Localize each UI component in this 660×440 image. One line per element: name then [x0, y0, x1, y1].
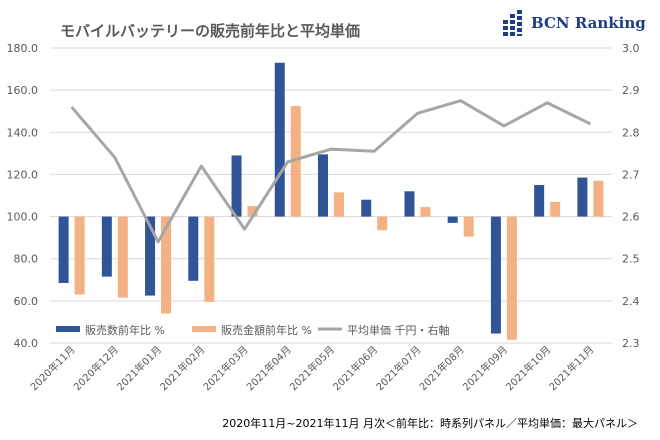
y-left-tick-label: 160.0: [7, 84, 39, 97]
footer-note: 2020年11月~2021年11月 月次＜前年比：時系列パネル／平均単価：最大パ…: [222, 417, 638, 430]
x-tick-label: 2021年06月: [330, 343, 380, 393]
bar-series1: [447, 216, 458, 223]
legend-label: 販売金額前年比 %: [221, 323, 312, 337]
bar-series1: [577, 177, 588, 217]
y-right-tick-label: 2.3: [622, 337, 640, 350]
bar-series1: [188, 216, 199, 281]
y-left-tick-label: 100.0: [7, 211, 39, 224]
x-tick-label: 2021年10月: [503, 343, 553, 393]
y-right-tick-label: 2.6: [622, 211, 640, 224]
bar-series2: [290, 105, 301, 217]
legend-label: 平均単価 千円・右軸: [347, 323, 450, 337]
y-right-tick-label: 2.7: [622, 168, 640, 181]
bar-series1: [231, 155, 242, 217]
x-tick-label: 2021年11月: [546, 343, 596, 393]
legend-label: 販売数前年比 %: [85, 323, 165, 337]
bar-series1: [145, 216, 156, 296]
y-right-tick-label: 2.5: [622, 253, 640, 266]
y-left-tick-label: 80.0: [14, 253, 39, 266]
y-right-tick-label: 2.4: [622, 295, 640, 308]
bar-series2: [117, 216, 128, 298]
bar-series1: [404, 191, 415, 217]
y-right-tick-label: 2.9: [622, 84, 640, 97]
legend-swatch: [192, 326, 216, 332]
bar-series2: [463, 216, 474, 237]
x-tick-label: 2021年05月: [287, 343, 337, 393]
y-left-tick-label: 180.0: [7, 42, 39, 55]
bar-series2: [161, 216, 172, 314]
bar-series1: [58, 216, 69, 283]
bar-series2: [247, 206, 258, 217]
bar-series1: [274, 62, 285, 217]
bar-series2: [377, 216, 388, 231]
bar-series1: [101, 216, 112, 277]
x-tick-label: 2021年04月: [244, 343, 294, 393]
x-tick-label: 2021年07月: [373, 343, 423, 393]
bar-series1: [318, 154, 328, 217]
x-tick-label: 2021年08月: [416, 343, 466, 393]
bar-series1: [361, 199, 372, 217]
bar-series2: [74, 216, 85, 295]
x-tick-label: 2021年02月: [157, 343, 207, 393]
bar-series2: [204, 216, 215, 302]
chart-title: モバイルバッテリーの販売前年比と平均単価: [60, 22, 361, 40]
y-left-tick-label: 140.0: [7, 126, 39, 139]
logo-mark-icon: [503, 10, 522, 36]
x-tick-label: 2021年03月: [200, 343, 250, 393]
x-tick-label: 2021年01月: [114, 343, 164, 393]
y-right-tick-label: 3.0: [622, 42, 640, 55]
bar-series2: [593, 180, 604, 217]
y-left-tick-label: 60.0: [14, 295, 39, 308]
bcn-logo: BCN Ranking: [503, 10, 646, 36]
y-left-tick-label: 40.0: [14, 337, 39, 350]
y-right-tick-label: 2.8: [622, 126, 640, 139]
bar-series2: [334, 192, 344, 217]
logo-text: BCN Ranking: [531, 14, 646, 32]
legend-swatch: [56, 326, 80, 332]
bar-series2: [550, 201, 561, 217]
x-tick-label: 2021年09月: [460, 343, 510, 393]
x-tick-label: 2020年12月: [71, 343, 121, 393]
bar-series1: [490, 216, 501, 334]
bar-series2: [420, 207, 431, 217]
x-tick-label: 2020年11月: [27, 343, 77, 393]
bar-series2: [506, 216, 517, 340]
bar-series1: [534, 184, 545, 217]
y-left-tick-label: 120.0: [7, 168, 39, 181]
